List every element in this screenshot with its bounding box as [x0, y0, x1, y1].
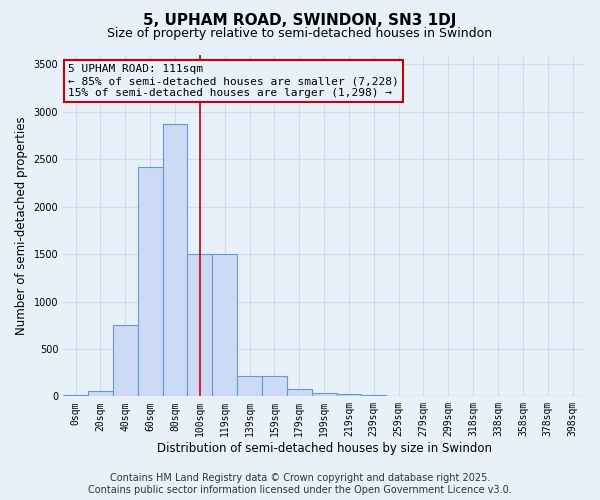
Bar [88, 391, 113, 396]
Text: 5, UPHAM ROAD, SWINDON, SN3 1DJ: 5, UPHAM ROAD, SWINDON, SN3 1DJ [143, 12, 457, 28]
Bar [262, 376, 287, 396]
Text: Contains HM Land Registry data © Crown copyright and database right 2025.
Contai: Contains HM Land Registry data © Crown c… [88, 474, 512, 495]
Bar [187, 254, 212, 396]
Bar [287, 388, 311, 396]
Text: 5 UPHAM ROAD: 111sqm
← 85% of semi-detached houses are smaller (7,228)
15% of se: 5 UPHAM ROAD: 111sqm ← 85% of semi-detac… [68, 64, 399, 98]
Bar [138, 167, 163, 396]
X-axis label: Distribution of semi-detached houses by size in Swindon: Distribution of semi-detached houses by … [157, 442, 491, 455]
Bar [212, 254, 237, 396]
Bar [237, 376, 262, 396]
Bar [63, 395, 88, 396]
Bar [337, 394, 361, 396]
Bar [113, 324, 138, 396]
Y-axis label: Number of semi-detached properties: Number of semi-detached properties [15, 116, 28, 335]
Bar [163, 124, 187, 396]
Text: Size of property relative to semi-detached houses in Swindon: Size of property relative to semi-detach… [107, 28, 493, 40]
Bar [311, 393, 337, 396]
